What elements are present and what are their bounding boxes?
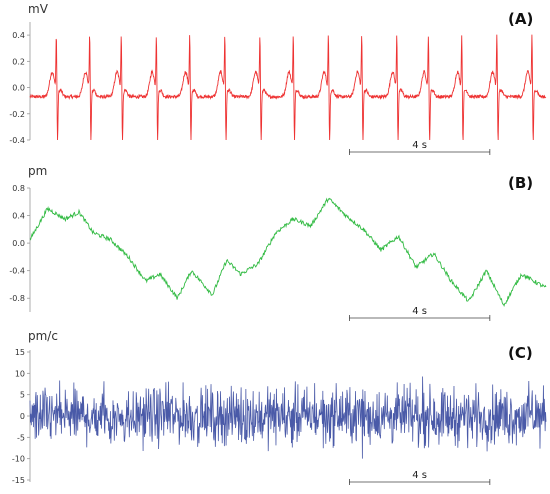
panel-c-scale-bar: 4 s: [349, 470, 491, 485]
panel-a-tick-label: -0.2: [9, 110, 25, 119]
panel-a-tick-label: -0.4: [9, 136, 25, 145]
panel-a-ecg-line: [29, 34, 547, 141]
panel-c-tick-label: 5: [20, 391, 25, 400]
panel-b-tick-label: -0.8: [9, 294, 25, 303]
panel-b-tick-label: -0.4: [9, 267, 25, 276]
panel-b-tick-label: 0.4: [12, 212, 25, 221]
panel-c-tick-label: 10: [15, 369, 25, 378]
panel-c-tick-label: 0: [20, 412, 25, 421]
panel-a-tick-label: 0.0: [12, 84, 25, 93]
panel-b-ylabel: pm: [28, 164, 47, 178]
panel-a-scale-bar-label: 4 s: [412, 140, 427, 151]
panel-b-displacement-line: [29, 197, 547, 307]
panel-b-y-axis: 0.8 0.4 0.0 -0.4 -0.8: [9, 184, 31, 312]
panel-c-tick-label: -10: [12, 455, 25, 464]
panel-a-scale-bar: 4 s: [349, 140, 491, 155]
panel-b: pm (B) 0.8 0.4 0.0 -0.4 -0.8 4 s: [9, 164, 547, 321]
panel-c: pm/c (C) 15 10 5 0 -5 -10 -15 4 s: [12, 329, 547, 485]
panel-a-ylabel: mV: [28, 2, 49, 16]
panel-c-velocity-line: [29, 376, 547, 459]
panel-a-label: (A): [508, 10, 533, 28]
panel-b-label: (B): [508, 174, 533, 192]
panel-c-tick-label: 15: [15, 348, 25, 357]
panel-b-tick-label: 0.0: [12, 239, 25, 248]
panel-b-tick-label: 0.8: [12, 184, 25, 193]
panel-c-tick-label: -15: [12, 476, 25, 485]
panel-c-ylabel: pm/c: [28, 329, 58, 343]
panel-b-scale-bar: 4 s: [349, 306, 491, 321]
panel-c-tick-label: -5: [17, 433, 25, 442]
panel-a-y-axis: 0.4 0.2 0.0 -0.2 -0.4: [9, 22, 31, 145]
panel-a-tick-label: 0.4: [12, 31, 25, 40]
panel-c-label: (C): [508, 344, 533, 362]
panel-c-y-axis: 15 10 5 0 -5 -10 -15: [12, 348, 31, 485]
panel-c-scale-bar-label: 4 s: [412, 470, 427, 481]
panel-b-scale-bar-label: 4 s: [412, 306, 427, 317]
panel-a: mV (A) 0.4 0.2 0.0 -0.2 -0.4 4 s: [9, 2, 547, 155]
panel-a-tick-label: 0.2: [12, 57, 25, 66]
